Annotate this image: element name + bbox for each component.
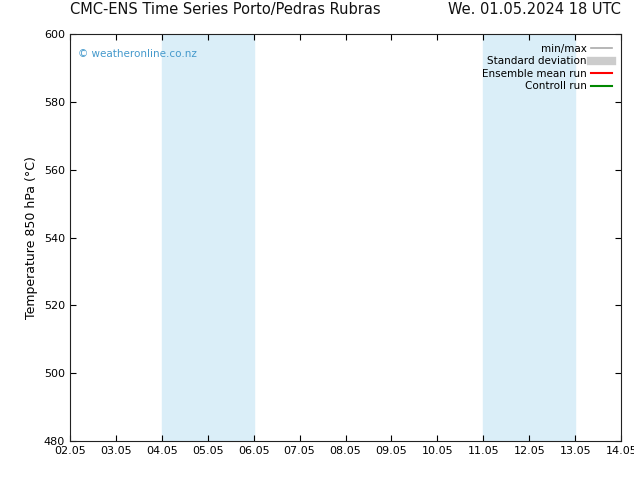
Y-axis label: Temperature 850 hPa (°C): Temperature 850 hPa (°C) <box>25 156 38 319</box>
Bar <box>162 34 254 441</box>
Text: CMC-ENS Time Series Porto/Pedras Rubras: CMC-ENS Time Series Porto/Pedras Rubras <box>70 2 380 17</box>
Bar <box>483 34 575 441</box>
Legend: min/max, Standard deviation, Ensemble mean run, Controll run: min/max, Standard deviation, Ensemble me… <box>478 40 616 96</box>
Text: We. 01.05.2024 18 UTC: We. 01.05.2024 18 UTC <box>448 2 621 17</box>
Text: © weatheronline.co.nz: © weatheronline.co.nz <box>78 49 197 58</box>
